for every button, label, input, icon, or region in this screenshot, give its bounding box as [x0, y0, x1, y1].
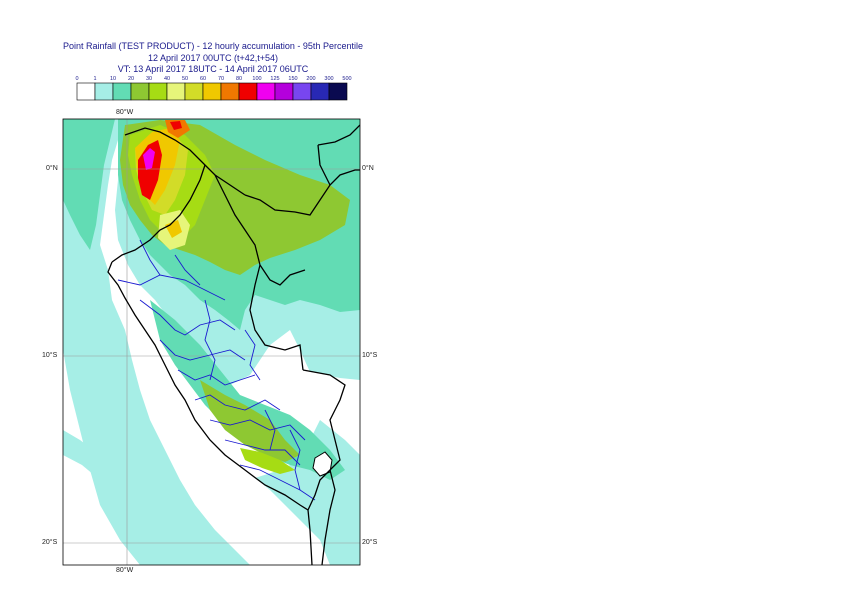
department-boundaries: [117, 239, 316, 501]
lat-label-left-0: 0°N: [46, 165, 58, 172]
legend-threshold-label: 10: [110, 76, 116, 82]
validity-time: VT: 13 April 2017 18UTC - 14 April 2017 …: [117, 64, 309, 74]
rain-area-very-heavy-south: [240, 448, 295, 474]
lon-label-top: 80°W: [116, 109, 134, 116]
country-borders: [107, 124, 360, 565]
legend-threshold-label: 125: [270, 76, 279, 82]
legend-threshold-label: 100: [252, 76, 261, 82]
legend-threshold-label: 150: [288, 76, 297, 82]
rain-area-light-ocean-streak: [63, 430, 128, 495]
legend-threshold-label: 50: [182, 76, 188, 82]
legend-threshold-label: 500: [342, 76, 351, 82]
rain-area-heavy-andes: [200, 380, 300, 462]
legend-threshold-label: 70: [218, 76, 224, 82]
rain-area-none: [275, 370, 345, 420]
lon-label-bottom: 80°W: [116, 567, 134, 574]
rain-area-medium: [63, 119, 115, 250]
rain-area-light-ocean: [63, 119, 250, 565]
lat-label-left-10s: 10°S: [42, 352, 58, 359]
legend-threshold-label: 30: [146, 76, 152, 82]
run-time: 12 April 2017 00UTC (t+42,t+54): [147, 53, 279, 63]
legend-swatch: [328, 82, 348, 101]
legend-threshold-label: 300: [324, 76, 333, 82]
chart-title: Point Rainfall (TEST PRODUCT) - 12 hourl…: [63, 41, 363, 51]
legend-threshold-label: 80: [236, 76, 242, 82]
legend-threshold-label: 40: [164, 76, 170, 82]
legend-threshold-label: 1: [93, 76, 96, 82]
lat-label-right-20s: 20°S: [362, 539, 378, 546]
lat-label-left-20s: 20°S: [42, 539, 58, 546]
lat-label-right-10s: 10°S: [362, 352, 378, 359]
legend-threshold-label: 60: [200, 76, 206, 82]
rain-area-orange-3: [165, 220, 182, 238]
map-frame: [62, 118, 361, 566]
legend-threshold-label: 20: [128, 76, 134, 82]
legend-threshold-label: 0: [75, 76, 78, 82]
rain-area-red-north: [170, 121, 182, 130]
rain-area-medium-andes: [150, 300, 345, 480]
rain-area-magenta: [143, 148, 155, 170]
legend-threshold-label: 200: [306, 76, 315, 82]
lat-label-right-0: 0°N: [362, 165, 374, 172]
